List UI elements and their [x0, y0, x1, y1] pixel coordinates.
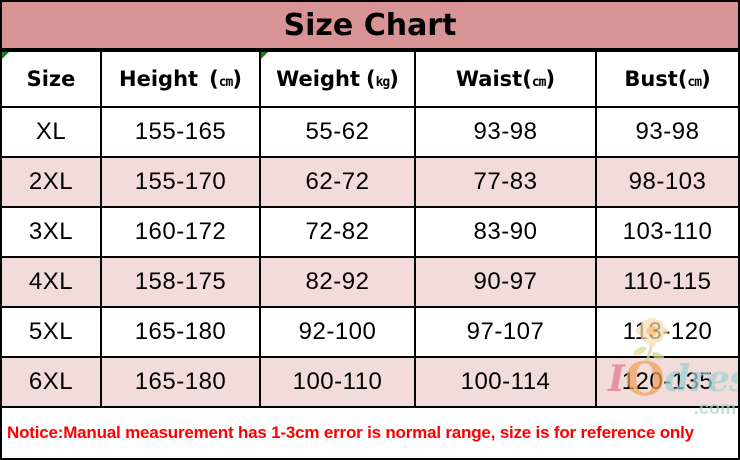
open-paren: (	[209, 67, 219, 91]
table-row: 6XL 165-180 100-110 100-114 120-135	[2, 356, 738, 408]
cell-size: 4XL	[2, 256, 102, 308]
cell-size: XL	[2, 106, 102, 158]
cell-bust: 103-110	[595, 206, 738, 258]
cell-waist: 90-97	[414, 256, 597, 308]
notice-bar: Notice:Manual measurement has 1-3cm erro…	[2, 408, 738, 458]
open-paren: (	[677, 67, 688, 91]
cell-size: 2XL	[2, 156, 102, 208]
col-header-size-label: Size	[26, 67, 76, 91]
notice-text: Notice:Manual measurement has 1-3cm erro…	[7, 423, 694, 442]
cell-bust: 93-98	[595, 106, 738, 158]
cell-bust: 98-103	[595, 156, 738, 208]
col-header-waist-label: Waist	[455, 67, 523, 91]
cell-waist: 77-83	[414, 156, 597, 208]
unit-kg: kg	[375, 75, 391, 90]
col-header-bust: Bust(cm)	[595, 50, 738, 108]
cell-error-marker-icon	[2, 53, 9, 59]
cell-height: 158-175	[100, 256, 261, 308]
cell-waist: 97-107	[414, 306, 597, 358]
header-row: Size Height (cm) Weight (kg) Waist(cm) Bus…	[2, 50, 738, 108]
cell-size: 3XL	[2, 206, 102, 258]
cell-weight: 82-92	[259, 256, 416, 308]
cell-height: 155-170	[100, 156, 261, 208]
table-row: 4XL 158-175 82-92 90-97 110-115	[2, 256, 738, 308]
cell-size: 5XL	[2, 306, 102, 358]
open-paren: (	[366, 67, 376, 91]
unit-cm: cm	[218, 75, 234, 90]
cell-height: 165-180	[100, 306, 261, 358]
col-header-weight: Weight (kg)	[259, 50, 416, 108]
cell-height: 160-172	[100, 206, 261, 258]
cell-waist: 83-90	[414, 206, 597, 258]
cell-size: 6XL	[2, 356, 102, 408]
cell-bust: 120-135	[595, 356, 738, 408]
col-header-weight-label: Weight	[276, 67, 360, 91]
cell-height: 155-165	[100, 106, 261, 158]
size-table: Size Height (cm) Weight (kg) Waist(cm) Bus…	[2, 50, 738, 408]
close-paren: )	[701, 67, 711, 91]
col-header-height: Height (cm)	[100, 50, 261, 108]
table-row: 3XL 160-172 72-82 83-90 103-110	[2, 206, 738, 258]
cell-weight: 55-62	[259, 106, 416, 158]
unit-cm: cm	[531, 75, 547, 90]
open-paren: (	[522, 67, 532, 91]
cell-weight: 62-72	[259, 156, 416, 208]
close-paren: )	[545, 67, 556, 91]
title-bar: Size Chart	[2, 2, 738, 50]
cell-waist: 93-98	[414, 106, 597, 158]
cell-weight: 100-110	[259, 356, 416, 408]
cell-bust: 113-120	[595, 306, 738, 358]
cell-error-marker-icon	[262, 53, 268, 59]
col-header-waist: Waist(cm)	[414, 50, 597, 108]
page-title: Size Chart	[283, 7, 457, 43]
cell-bust: 110-115	[595, 256, 738, 308]
close-paren: )	[232, 67, 242, 91]
table-row: XL 155-165 55-62 93-98 93-98	[2, 106, 738, 158]
col-header-bust-label: Bust	[624, 67, 678, 91]
col-header-size: Size	[2, 50, 102, 108]
unit-cm: cm	[687, 75, 702, 90]
cell-weight: 72-82	[259, 206, 416, 258]
col-header-height-label: Height	[119, 67, 199, 91]
table-row: 2XL 155-170 62-72 77-83 98-103	[2, 156, 738, 208]
close-paren: )	[389, 67, 399, 91]
cell-weight: 92-100	[259, 306, 416, 358]
cell-waist: 100-114	[414, 356, 597, 408]
cell-height: 165-180	[100, 356, 261, 408]
table-row: 5XL 165-180 92-100 97-107 113-120	[2, 306, 738, 358]
